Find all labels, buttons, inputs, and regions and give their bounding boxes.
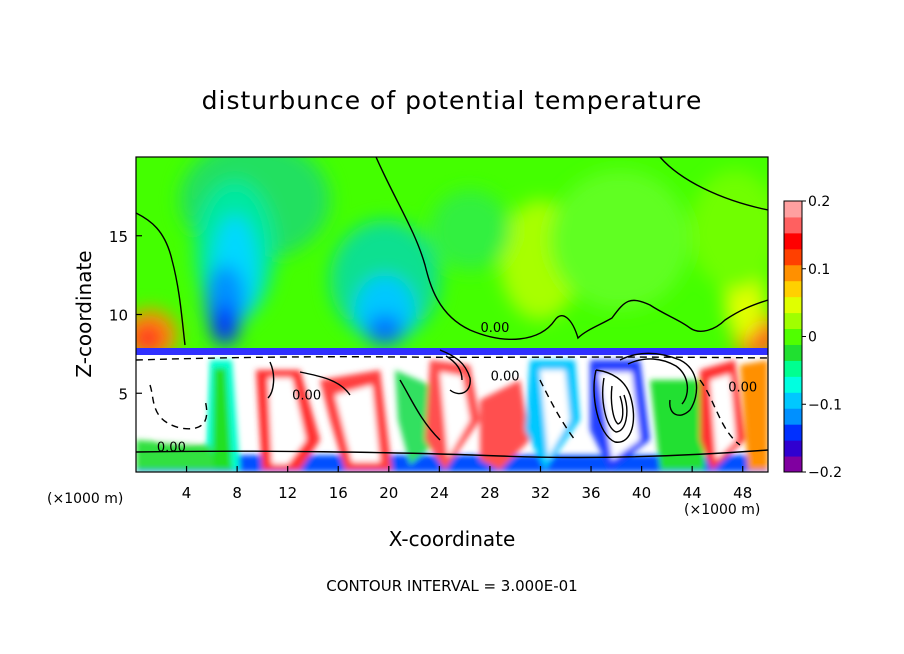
x-tick-label: 4 [182, 484, 192, 502]
x-tick-label: 48 [733, 484, 752, 502]
colorbar-segment [784, 248, 802, 266]
colorbar-tick-label: −0.2 [808, 465, 842, 481]
colorbar-tick-label: 0.2 [808, 194, 830, 210]
x-axis: 4 8 12 16 20 24 28 32 36 40 44 48 [182, 466, 752, 502]
y-axis-label: Z-coordinate [72, 250, 96, 378]
y-tick-label: 10 [109, 307, 128, 325]
colorbar-tick-label: −0.1 [808, 397, 842, 413]
x-tick-label: 36 [581, 484, 600, 502]
colorbar: 0.2 0.1 0 −0.1 −0.2 [783, 194, 842, 481]
x-axis-label: X-coordinate [388, 527, 516, 551]
colorbar-segment [784, 264, 802, 282]
colorbar-segment [784, 216, 802, 234]
colorbar-segment [784, 280, 802, 298]
colorbar-segment [784, 201, 802, 218]
colorbar-tick-label: 0 [808, 330, 817, 346]
colorbar-segment [784, 456, 802, 473]
field-shading [136, 157, 768, 472]
contour-label: 0.00 [728, 381, 757, 396]
contour-label: 0.00 [292, 389, 321, 404]
x-tick-label: 16 [329, 484, 348, 502]
y-tick-label: 5 [118, 385, 128, 403]
contour-labels: 0.00 0.00 0.00 0.00 0.00 [157, 321, 757, 456]
colorbar-segment [784, 376, 802, 393]
y-tick-label: 15 [109, 228, 128, 246]
contour-label: 0.00 [491, 370, 520, 385]
contour-label: 0.00 [480, 321, 509, 336]
colorbar-segment [784, 408, 802, 425]
contour-lines [136, 157, 768, 459]
colorbar-segment [784, 232, 802, 250]
colorbar-segment [784, 328, 802, 345]
x-tick-label: 24 [430, 484, 449, 502]
x-unit-label: (×1000 m) [684, 502, 761, 518]
colorbar-segment [784, 440, 802, 457]
x-tick-label: 32 [531, 484, 550, 502]
x-tick-label: 12 [278, 484, 297, 502]
colorbar-segment [784, 360, 802, 377]
x-tick-label: 28 [480, 484, 499, 502]
z-unit-label: (×1000 m) [47, 491, 124, 507]
x-tick-label: 8 [232, 484, 242, 502]
x-tick-label: 44 [683, 484, 702, 502]
contour-interval-note: CONTOUR INTERVAL = 3.000E-01 [326, 577, 578, 595]
x-tick-label: 40 [632, 484, 651, 502]
colorbar-segment [784, 424, 802, 441]
contour-label: 0.00 [157, 441, 186, 456]
y-axis: 5 10 15 [109, 228, 142, 403]
colorbar-tick-label: 0.1 [808, 262, 830, 278]
colorbar-segment [784, 312, 802, 330]
colorbar-segment [784, 392, 802, 409]
colorbar-segment [784, 344, 802, 361]
chart-title: disturbunce of potential temperature [201, 86, 703, 115]
colorbar-segment [784, 296, 802, 314]
x-tick-label: 20 [379, 484, 398, 502]
